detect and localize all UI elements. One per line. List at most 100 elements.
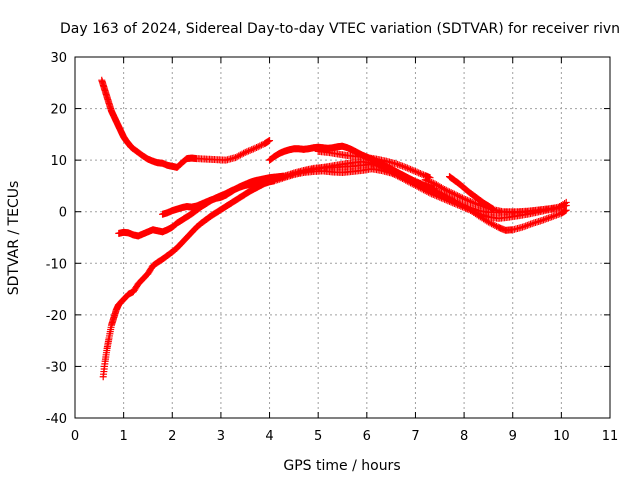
x-tick-label: 7 bbox=[411, 429, 419, 444]
data-point bbox=[447, 198, 455, 206]
data-point bbox=[449, 199, 457, 207]
data-point bbox=[434, 193, 442, 201]
data-point bbox=[424, 177, 432, 185]
x-tick-label: 3 bbox=[217, 429, 225, 444]
data-point bbox=[253, 144, 261, 152]
data-point bbox=[551, 212, 559, 220]
y-axis-label: SDTVAR / TECUs bbox=[6, 181, 22, 296]
data-point bbox=[470, 208, 478, 216]
data-point bbox=[254, 143, 262, 151]
x-tick-label: 1 bbox=[119, 429, 127, 444]
data-point bbox=[489, 221, 497, 229]
data-point bbox=[403, 164, 411, 172]
data-point bbox=[454, 201, 462, 209]
data-points bbox=[98, 76, 570, 381]
data-point bbox=[457, 202, 465, 210]
data-point bbox=[446, 197, 453, 205]
series-track-7 bbox=[421, 176, 565, 217]
data-point bbox=[256, 142, 264, 150]
data-point bbox=[460, 204, 468, 212]
data-point bbox=[527, 220, 535, 228]
data-point bbox=[562, 206, 570, 214]
data-point bbox=[470, 199, 478, 207]
data-point bbox=[561, 199, 569, 207]
data-point bbox=[233, 153, 241, 161]
data-point bbox=[415, 169, 423, 177]
data-point bbox=[437, 194, 445, 202]
data-point bbox=[236, 151, 244, 159]
data-point bbox=[525, 221, 533, 229]
data-point bbox=[248, 146, 256, 154]
data-point bbox=[489, 205, 497, 213]
y-tick-labels: -40 -30 -20 -10 0 10 20 30 bbox=[46, 51, 67, 427]
data-point bbox=[465, 206, 473, 214]
y-tick-label: 0 bbox=[59, 206, 67, 221]
data-point bbox=[249, 145, 257, 153]
data-point bbox=[450, 190, 458, 198]
data-point bbox=[441, 195, 449, 203]
y-tick-label: -20 bbox=[46, 309, 67, 324]
data-point bbox=[541, 215, 549, 223]
data-point bbox=[442, 196, 450, 204]
data-point bbox=[392, 160, 400, 168]
data-point bbox=[251, 144, 259, 152]
axis-ticks bbox=[74, 56, 611, 419]
series-track-2 bbox=[99, 165, 570, 381]
data-point bbox=[467, 198, 475, 206]
data-point bbox=[423, 176, 431, 184]
data-point bbox=[394, 160, 402, 168]
data-point bbox=[444, 187, 452, 195]
series-track-8 bbox=[446, 173, 497, 213]
data-point bbox=[246, 146, 254, 154]
data-point bbox=[439, 195, 447, 203]
series-track-1 bbox=[98, 76, 274, 171]
data-point bbox=[562, 198, 570, 206]
data-point bbox=[235, 152, 243, 160]
data-point bbox=[522, 222, 530, 230]
data-point bbox=[431, 191, 439, 199]
data-point bbox=[411, 167, 419, 175]
data-point bbox=[462, 196, 470, 204]
x-tick-label: 6 bbox=[363, 429, 371, 444]
data-point bbox=[436, 193, 444, 201]
data-point bbox=[471, 208, 479, 216]
data-point bbox=[446, 188, 453, 196]
data-point bbox=[395, 161, 403, 169]
data-point bbox=[450, 199, 458, 207]
data-point bbox=[429, 179, 437, 187]
data-point bbox=[243, 148, 251, 156]
data-point bbox=[441, 186, 449, 194]
data-point bbox=[548, 213, 556, 221]
data-point bbox=[238, 150, 246, 158]
grid-lines bbox=[75, 57, 610, 418]
data-point bbox=[452, 191, 460, 199]
data-point bbox=[439, 185, 447, 193]
data-point bbox=[405, 165, 413, 173]
data-point bbox=[240, 149, 248, 157]
x-tick-label: 8 bbox=[460, 429, 468, 444]
data-point bbox=[544, 214, 552, 222]
data-point bbox=[447, 189, 455, 197]
x-axis-label: GPS time / hours bbox=[283, 458, 400, 474]
series-track-5 bbox=[266, 142, 439, 193]
data-point bbox=[444, 197, 452, 205]
data-point bbox=[455, 193, 463, 201]
data-point bbox=[473, 209, 481, 217]
data-point bbox=[266, 137, 274, 145]
data-point bbox=[554, 210, 562, 218]
y-tick-label: -10 bbox=[46, 257, 67, 272]
data-point bbox=[402, 163, 410, 171]
data-point bbox=[465, 197, 473, 205]
data-point bbox=[468, 198, 476, 206]
data-point bbox=[468, 207, 476, 215]
data-point bbox=[429, 191, 437, 199]
x-tick-label: 11 bbox=[602, 429, 619, 444]
data-point bbox=[518, 223, 526, 231]
data-point bbox=[471, 200, 479, 208]
data-point bbox=[546, 213, 554, 221]
data-point bbox=[488, 220, 496, 228]
plot-frame bbox=[74, 56, 611, 419]
data-point bbox=[462, 204, 470, 212]
data-point bbox=[553, 211, 560, 219]
